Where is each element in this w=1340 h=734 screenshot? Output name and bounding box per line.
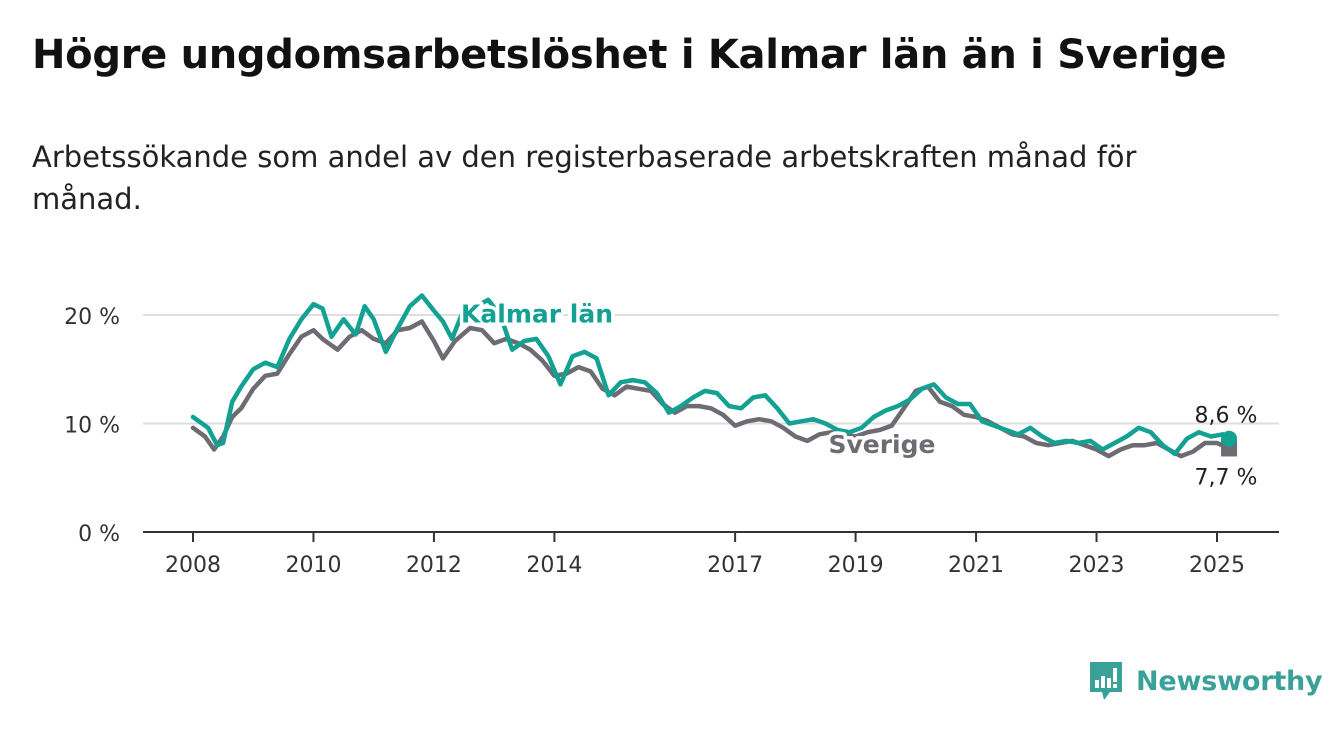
y-axis-ticks: 0 % 10 % 20 % bbox=[64, 305, 120, 547]
chart-subtitle: Arbetssökande som andel av den registerb… bbox=[32, 140, 1137, 216]
y-tick-label: 0 % bbox=[78, 522, 120, 547]
series-line-sverige bbox=[190, 319, 1232, 459]
line-chart: 0 % 10 % 20 % 2008 2010 2012 2014 2017 2019 2021… bbox=[64, 293, 1279, 578]
newsworthy-icon bbox=[1090, 662, 1122, 700]
end-label-kalmar: 8,6 % bbox=[1195, 404, 1258, 429]
x-tick-label: 2025 bbox=[1189, 553, 1245, 578]
x-tick-label: 2008 bbox=[165, 553, 221, 578]
x-axis: 2008 2010 2012 2014 2017 2019 2021 2023 2025 bbox=[143, 531, 1279, 578]
gridlines bbox=[143, 314, 1279, 425]
brand-name: Newsworthy bbox=[1136, 665, 1323, 697]
x-tick-label: 2017 bbox=[707, 553, 763, 578]
end-label-sverige: 7,7 % bbox=[1195, 465, 1258, 490]
series-label-kalmar: Kalmar län bbox=[461, 300, 613, 329]
chart-title: Högre ungdomsarbetslöshet i Kalmar län ä… bbox=[32, 32, 1227, 78]
series-label-sverige: Sverige bbox=[828, 430, 935, 459]
x-tick-label: 2023 bbox=[1069, 553, 1125, 578]
series-lines bbox=[190, 293, 1238, 459]
x-tick-label: 2019 bbox=[828, 553, 884, 578]
x-tick-label: 2021 bbox=[948, 553, 1004, 578]
series-line-kalmar bbox=[190, 293, 1232, 457]
series-labels: 8,6 % 7,7 % Kalmar län Sverige bbox=[458, 296, 1258, 490]
y-tick-label: 20 % bbox=[64, 305, 120, 330]
newsworthy-logo[interactable]: Newsworthy bbox=[1088, 660, 1323, 702]
x-tick-label: 2012 bbox=[406, 553, 462, 578]
x-tick-label: 2010 bbox=[285, 553, 341, 578]
series-endpoint-kalmar bbox=[1221, 430, 1238, 447]
x-tick-label: 2014 bbox=[526, 553, 582, 578]
y-tick-label: 10 % bbox=[64, 414, 120, 439]
